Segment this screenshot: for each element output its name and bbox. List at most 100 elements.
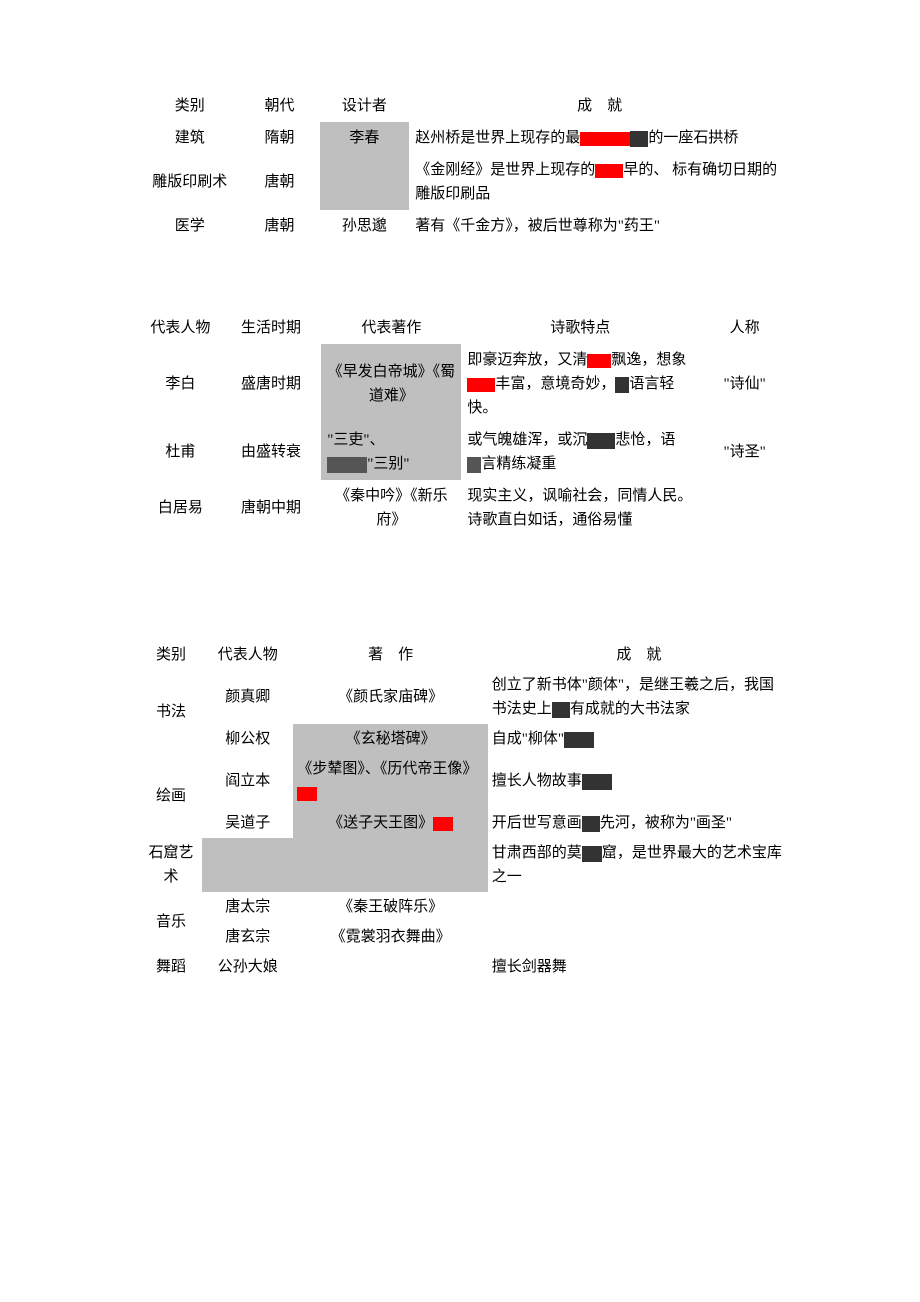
redaction-dark	[582, 774, 612, 790]
cell: 白居易	[140, 480, 221, 536]
cell: 唐朝	[239, 210, 319, 242]
text: 擅长人物故事	[492, 773, 582, 789]
cell: 公孙大娘	[202, 952, 293, 982]
table-row: 柳公权 《玄秘塔碑》 自成"柳体"	[140, 724, 790, 754]
cell: "诗仙"	[699, 344, 790, 424]
cell	[488, 922, 790, 952]
table-row: 音乐 唐太宗 《秦王破阵乐》	[140, 892, 790, 922]
text: 的一座石拱桥	[648, 130, 738, 146]
text: 自成"柳体"	[492, 731, 564, 747]
redaction-dark	[564, 732, 594, 748]
table-row: 石窟艺术 甘肃西部的莫窟，是世界最大的艺术宝库之一	[140, 838, 790, 892]
text: 悲怆，语	[615, 432, 675, 448]
table-row: 白居易 唐朝中期 《秦中吟》《新乐府》 现实主义，讽喻社会，同情人民。诗歌直白如…	[140, 480, 790, 536]
cell: 或气魄雄浑，或沉 悲怆，语 言精练凝重	[461, 424, 699, 480]
text: 《步辇图》、《历代帝王像》	[297, 761, 477, 777]
table-row: 李白 盛唐时期 《早发白帝城》《蜀道难》 即豪迈奔放，又清飘逸，想象丰富，意境奇…	[140, 344, 790, 424]
cell	[293, 952, 487, 982]
cell: 《秦王破阵乐》	[293, 892, 487, 922]
cell: 现实主义，讽喻社会，同情人民。诗歌直白如话，通俗易懂	[461, 480, 699, 536]
cell: 《霓裳羽衣舞曲》	[293, 922, 487, 952]
col-header: 朝代	[239, 90, 319, 122]
cell	[488, 892, 790, 922]
col-header: 成 就	[488, 640, 790, 670]
text: "三别"	[367, 456, 409, 472]
cell: "诗圣"	[699, 424, 790, 480]
redaction-dark	[630, 131, 648, 147]
text: 言精练凝重	[481, 456, 556, 472]
redaction-bar	[467, 378, 495, 392]
table-row: 杜甫 由盛转衰 "三吏"、 "三别" 或气魄雄浑，或沉 悲怆，语 言精练凝重 "诗…	[140, 424, 790, 480]
text: 甘肃西部的莫	[492, 845, 582, 861]
cell: 创立了新书体"颜体"，是继王羲之后，我国书法史上有成就的大书法家	[488, 670, 790, 724]
cell: 李春	[320, 122, 410, 154]
text: 《送子天王图》	[328, 815, 433, 831]
redaction-bar	[587, 354, 611, 368]
col-header: 成 就	[409, 90, 790, 122]
cell: 《玄秘塔碑》	[293, 724, 487, 754]
col-header: 生活时期	[221, 312, 321, 344]
cell: 《金刚经》是世界上现存的早的、 标有确切日期的雕版印刷品	[409, 154, 790, 210]
table-row: 建筑 隋朝 李春 赵州桥是世界上现存的最的一座石拱桥	[140, 122, 790, 154]
cell: 医学	[140, 210, 239, 242]
col-header: 著 作	[293, 640, 487, 670]
col-header: 诗歌特点	[461, 312, 699, 344]
table-row: 雕版印刷术 唐朝 《金刚经》是世界上现存的早的、 标有确切日期的雕版印刷品	[140, 154, 790, 210]
text: 有成就的大书法家	[570, 701, 690, 717]
cell: "三吏"、 "三别"	[321, 424, 461, 480]
text: 先河，被称为"画圣"	[600, 815, 732, 831]
redaction-dark	[582, 816, 600, 832]
cell	[202, 838, 293, 892]
cell: 音乐	[140, 892, 202, 952]
cell: 即豪迈奔放，又清飘逸，想象丰富，意境奇妙，语言轻快。	[461, 344, 699, 424]
table-row: 医学 唐朝 孙思邈 著有《千金方》，被后世尊称为"药王"	[140, 210, 790, 242]
text: "三吏"、	[327, 432, 384, 448]
cell: 自成"柳体"	[488, 724, 790, 754]
table-tech-achievements: 类别 朝代 设计者 成 就 建筑 隋朝 李春 赵州桥是世界上现存的最的一座石拱桥…	[140, 90, 790, 242]
redaction-bar	[297, 787, 317, 801]
redaction-dark	[552, 702, 570, 718]
text: 意境奇妙，	[540, 376, 615, 392]
table-row: 吴道子 《送子天王图》 开后世写意画 先河，被称为"画圣"	[140, 808, 790, 838]
redaction-bar	[580, 132, 630, 146]
text: 开后世写意画	[492, 815, 582, 831]
text: 赵州桥是世界上现存的最	[415, 130, 580, 146]
document-page: 类别 朝代 设计者 成 就 建筑 隋朝 李春 赵州桥是世界上现存的最的一座石拱桥…	[0, 0, 920, 1112]
table-row: 代表人物 生活时期 代表著作 诗歌特点 人称	[140, 312, 790, 344]
text: 或气魄雄浑，或沉	[467, 432, 587, 448]
redaction-dark	[587, 433, 615, 449]
table-arts: 类别 代表人物 著 作 成 就 书法 颜真卿 《颜氏家庙碑》 创立了新书体"颜体…	[140, 640, 790, 982]
cell: 开后世写意画 先河，被称为"画圣"	[488, 808, 790, 838]
redaction-bar	[433, 817, 453, 831]
col-header: 人称	[699, 312, 790, 344]
cell: 盛唐时期	[221, 344, 321, 424]
cell: 唐朝	[239, 154, 319, 210]
cell: 柳公权	[202, 724, 293, 754]
cell: 由盛转衰	[221, 424, 321, 480]
cell: 《送子天王图》	[293, 808, 487, 838]
cell	[320, 154, 410, 210]
text: 即豪迈奔放，又清	[467, 352, 587, 368]
cell	[293, 838, 487, 892]
cell: 甘肃西部的莫窟，是世界最大的艺术宝库之一	[488, 838, 790, 892]
cell: 舞蹈	[140, 952, 202, 982]
col-header: 类别	[140, 90, 239, 122]
redaction-dark	[467, 457, 481, 473]
cell	[699, 480, 790, 536]
col-header: 代表著作	[321, 312, 461, 344]
text: 《金刚经》是世界上现存的	[415, 162, 595, 178]
redaction-dark	[615, 377, 629, 393]
table-row: 类别 代表人物 著 作 成 就	[140, 640, 790, 670]
cell: 杜甫	[140, 424, 221, 480]
cell: 李白	[140, 344, 221, 424]
table-row: 绘画 阎立本 《步辇图》、《历代帝王像》 擅长人物故事	[140, 754, 790, 808]
cell: 绘画	[140, 754, 202, 838]
col-header: 代表人物	[140, 312, 221, 344]
cell: 赵州桥是世界上现存的最 的一座石拱桥	[409, 122, 790, 154]
cell: 阎立本	[202, 754, 293, 808]
cell: 石窟艺术	[140, 838, 202, 892]
table-row: 类别 朝代 设计者 成 就	[140, 90, 790, 122]
cell: 雕版印刷术	[140, 154, 239, 210]
cell: 吴道子	[202, 808, 293, 838]
text: 丰富，	[495, 376, 540, 392]
